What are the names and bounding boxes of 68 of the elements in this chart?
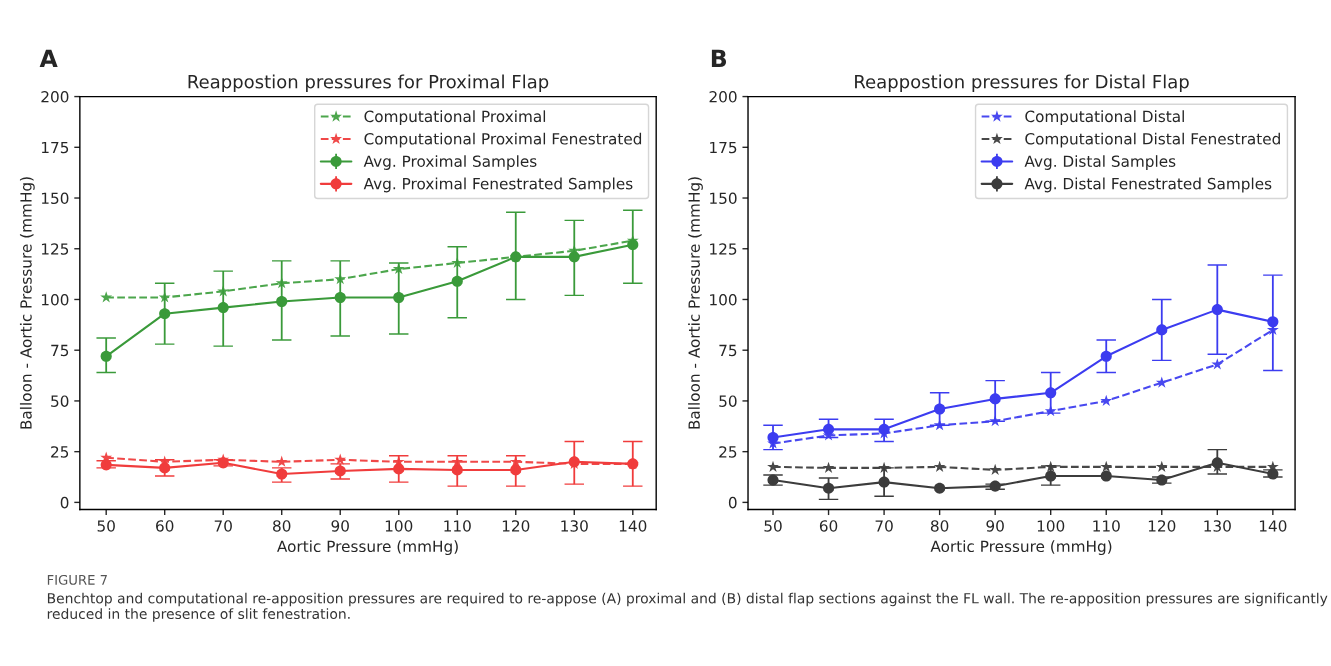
legend-label: Computational Proximal Fenestrated (364, 132, 642, 148)
x-tick-label: 120 (502, 520, 530, 532)
legend-label: Avg. Proximal Samples (363, 155, 537, 170)
chart-title: Reappostion pressures for Proximal Flap (188, 74, 549, 92)
x-tick-label: 50 (97, 520, 115, 532)
x-tick-label: 90 (331, 520, 349, 532)
x-tick-label: 90 (986, 520, 1004, 532)
x-tick-label: 60 (819, 520, 838, 532)
x-axis-title: Aortic Pressure (mmHg) (277, 540, 458, 556)
text: Benchtop and computational re-apposition pressures are required to re-appose (A) proximal and (B) distal flap sections against the FL wall. The re-apposition pressures are significantly reduced in the presence of slit fenestration. (47, 592, 1328, 622)
x-tick-label: 110 (444, 520, 471, 532)
x-tick-label: 120 (1148, 520, 1176, 532)
x-tick-label: 100 (1037, 520, 1065, 532)
y-tick-label: 175 (41, 141, 69, 154)
y-tick-label: 200 (709, 91, 737, 103)
legend-label: Avg. Distal Samples (1024, 155, 1176, 170)
x-tick-label: 70 (875, 520, 893, 532)
x-tick-label: 80 (273, 520, 291, 532)
y-tick-label: 200 (41, 91, 69, 103)
point (275, 455, 288, 467)
y-tick-label: 100 (41, 293, 69, 306)
y-tick-label: 0 (60, 496, 69, 509)
y-tick-label: 50 (719, 395, 737, 407)
x-tick-label: 80 (930, 520, 949, 532)
point (100, 291, 113, 303)
point (1100, 460, 1113, 472)
point (767, 460, 779, 472)
legend-label: Computational Distal Fenestrated (1025, 132, 1280, 148)
point (933, 460, 946, 472)
x-tick-label: 130 (1204, 520, 1231, 532)
point (1100, 470, 1112, 482)
point (1211, 358, 1224, 370)
y-tick-label: 125 (710, 243, 737, 255)
x-tick-label: 130 (561, 520, 588, 532)
legend-label: Computational Proximal (364, 110, 546, 126)
legend-label: Avg. Proximal Fenestrated Samples (363, 177, 633, 193)
y-axis-title: Balloon - Aortic Pressure (mmHg) (19, 177, 35, 429)
text: A (39, 49, 58, 67)
y-tick-label: 100 (710, 293, 737, 306)
x-tick-label: 140 (619, 520, 647, 532)
y-tick-label: 175 (710, 141, 737, 154)
chart-title: Reappostion pressures for Distal Flap (855, 74, 1189, 92)
y-tick-label: 125 (41, 243, 69, 255)
y-tick-label: 75 (719, 344, 737, 357)
y-tick-label: 0 (728, 496, 737, 509)
point (1155, 460, 1168, 472)
y-tick-label: 75 (51, 344, 69, 357)
y-tick-label: 150 (710, 192, 737, 205)
text: B (711, 49, 727, 67)
x-tick-label: 110 (1093, 520, 1120, 532)
point (1100, 394, 1113, 406)
point (989, 463, 1002, 475)
y-tick-label: 25 (719, 446, 737, 458)
x-tick-label: 70 (214, 520, 232, 532)
y-tick-label: 150 (41, 192, 69, 205)
y-axis-title: Balloon - Aortic Pressure (mmHg) (688, 177, 703, 429)
legend-label: Avg. Distal Fenestrated Samples (1024, 177, 1272, 193)
point (934, 482, 946, 494)
legend-label: Computational Distal (1025, 110, 1184, 126)
point (822, 461, 835, 473)
x-tick-label: 140 (1259, 520, 1287, 532)
x-tick-label: 60 (156, 520, 174, 532)
y-tick-label: 25 (51, 446, 69, 458)
x-axis-title: Aortic Pressure (mmHg) (930, 540, 1112, 556)
x-tick-label: 100 (385, 520, 413, 532)
caption: FIGURE 7 (47, 574, 107, 585)
y-tick-label: 50 (51, 395, 69, 407)
x-tick-label: 50 (764, 520, 782, 532)
